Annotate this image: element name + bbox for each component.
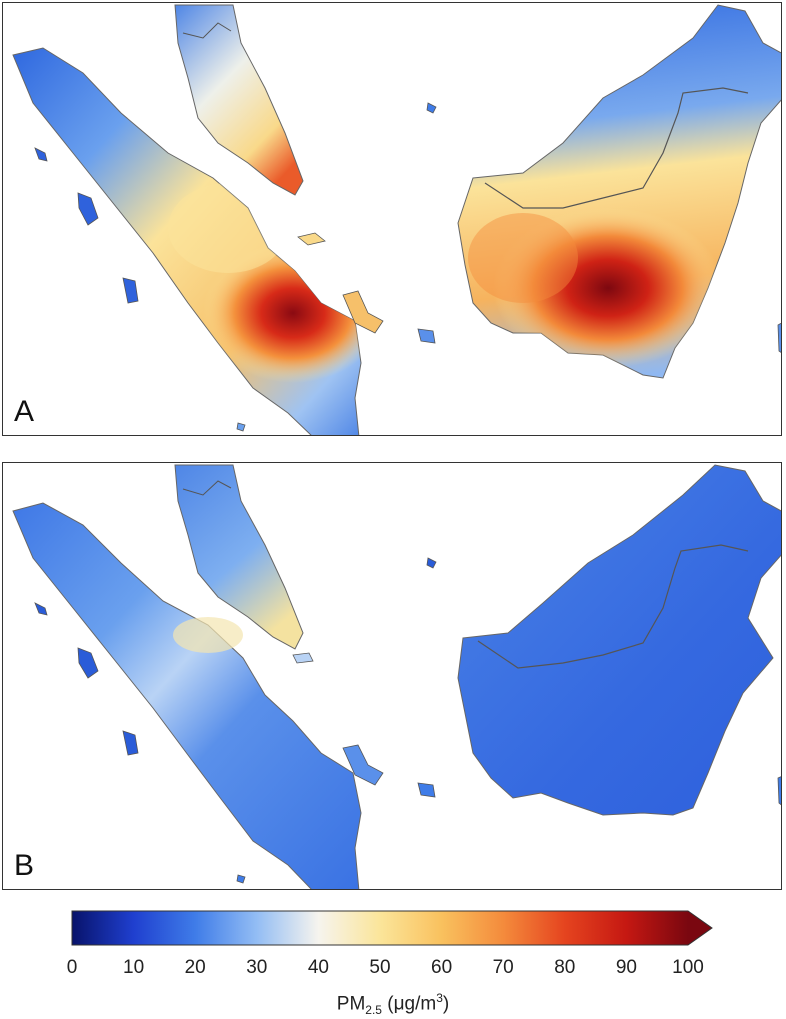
island bbox=[122, 730, 139, 756]
panel-b-map: B bbox=[2, 462, 782, 890]
panel-b-label: B bbox=[14, 849, 35, 882]
island bbox=[77, 647, 99, 679]
colorbar-tick-label: 50 bbox=[369, 957, 391, 978]
colorbar-tick-label: 100 bbox=[672, 957, 704, 978]
island bbox=[297, 232, 326, 246]
island bbox=[77, 192, 99, 226]
panel-a-map: A bbox=[2, 2, 782, 436]
panel-a-label: A bbox=[14, 395, 35, 428]
border-line bbox=[477, 544, 749, 669]
colorbar-bar bbox=[72, 911, 688, 945]
sumatra-shape bbox=[12, 502, 362, 889]
island bbox=[417, 782, 436, 798]
colorbar-tick-label: 20 bbox=[184, 957, 206, 978]
island bbox=[34, 147, 48, 162]
colorbar-tick-label: 80 bbox=[554, 957, 576, 978]
colorbar-tick-label: 70 bbox=[492, 957, 514, 978]
colorbar-gradient-svg bbox=[71, 910, 713, 946]
island bbox=[426, 557, 437, 569]
island bbox=[777, 776, 781, 806]
colorbar-tick-label: 60 bbox=[431, 957, 453, 978]
island bbox=[292, 652, 314, 664]
island bbox=[342, 290, 384, 334]
colorbar-tick-label: 10 bbox=[123, 957, 145, 978]
colorbar-title: PM2.5 (μg/m3) bbox=[336, 991, 450, 1018]
island bbox=[777, 322, 781, 353]
border-line bbox=[484, 87, 749, 209]
panel-b-map-canvas bbox=[12, 464, 781, 889]
malay-peninsula-shape bbox=[174, 4, 304, 196]
island bbox=[417, 328, 436, 344]
colorbar-tick-label: 30 bbox=[246, 957, 268, 978]
panel-a-map-canvas bbox=[12, 4, 781, 435]
malay-peninsula-shape bbox=[174, 464, 304, 650]
borneo-shape bbox=[457, 464, 781, 816]
island bbox=[236, 874, 246, 884]
island bbox=[34, 602, 48, 616]
colorbar: 0 10 20 30 40 50 60 70 80 90 100 PM2.5 (μg/m3) bbox=[0, 905, 786, 1019]
island bbox=[122, 277, 139, 304]
island bbox=[426, 102, 437, 114]
island bbox=[342, 744, 384, 786]
colorbar-tick-label: 40 bbox=[307, 957, 329, 978]
colorbar-extend-arrow bbox=[688, 911, 712, 945]
colorbar-tick-label: 90 bbox=[615, 957, 637, 978]
island bbox=[236, 422, 246, 432]
colorbar-tick-label: 0 bbox=[66, 957, 78, 978]
